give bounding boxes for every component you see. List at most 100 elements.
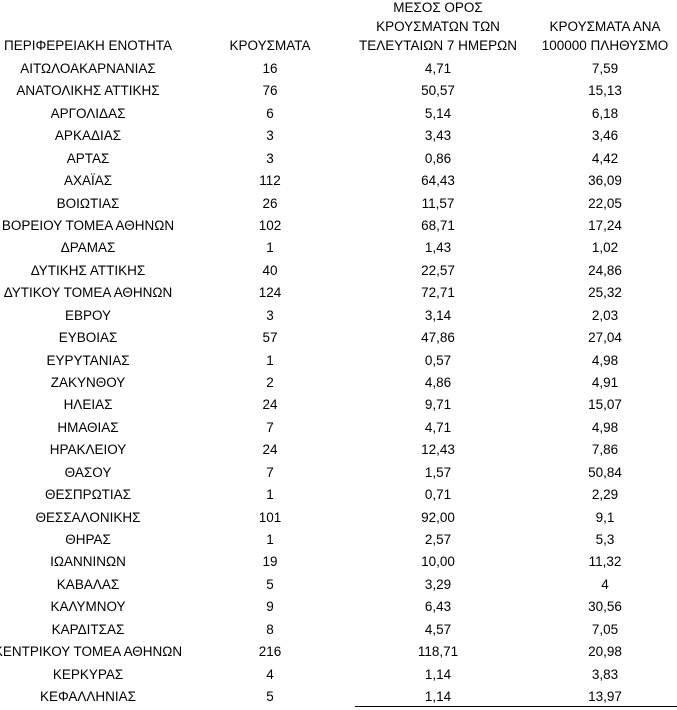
column-header: 100000 ΠΛΗΘΥΣΜΟ	[541, 38, 669, 53]
cases-per-100k: 25,32	[588, 285, 622, 301]
region-name: ΘΕΣΠΡΩΤΙΑΣ	[44, 487, 132, 503]
seven-day-average: 4,86	[424, 375, 452, 391]
cases: 1	[266, 487, 274, 503]
cases-per-100k: 5,3	[595, 532, 615, 548]
cases-per-100k: 13,97	[588, 689, 622, 705]
bottom-rule	[355, 706, 677, 707]
cases-per-100k: 17,24	[588, 218, 622, 233]
column-header: ΚΡΟΥΣΜΑΤΑ ΑΝΑ	[549, 19, 661, 34]
cases: 24	[262, 442, 278, 458]
seven-day-average: 1,43	[424, 240, 452, 256]
cases: 9	[266, 599, 274, 615]
region-name: ΚΑΒΑΛΑΣ	[56, 576, 120, 592]
cases-per-100k: 4	[601, 576, 609, 592]
cases: 124	[258, 285, 282, 301]
region-name: ΘΗΡΑΣ	[65, 532, 111, 548]
region-name: ΕΥΡΥΤΑΝΙΑΣ	[46, 352, 130, 368]
seven-day-average: 118,71	[417, 644, 459, 660]
cases-per-100k: 36,09	[588, 173, 622, 189]
seven-day-average: 0,71	[424, 487, 452, 503]
seven-day-average: 6,43	[424, 599, 452, 615]
cases-per-100k: 3,83	[591, 666, 619, 682]
seven-day-average: 4,71	[424, 419, 452, 435]
seven-day-average: 4,71	[424, 61, 452, 76]
cases-per-100k: 30,56	[588, 599, 622, 615]
cases: 7	[266, 419, 274, 435]
cases: 3	[266, 307, 274, 323]
cases: 5	[266, 576, 274, 592]
cases: 3	[266, 128, 274, 144]
cases-per-100k: 4,98	[591, 419, 619, 435]
cases: 4	[266, 666, 274, 682]
region-name: ΚΑΡΔΙΤΣΑΣ	[51, 621, 125, 637]
cases-per-100k: 2,29	[591, 487, 619, 503]
region-name: ΗΡΑΚΛΕΙΟΥ	[49, 442, 127, 458]
seven-day-average: 4,57	[424, 621, 452, 637]
cases: 6	[266, 105, 274, 121]
cases: 1	[266, 240, 274, 256]
cases-per-100k: 11,32	[588, 554, 622, 570]
cases-per-100k: 7,59	[591, 61, 619, 76]
cases: 19	[262, 554, 278, 570]
cases: 8	[266, 621, 274, 637]
cases: 7	[266, 464, 274, 480]
cases-per-100k: 9,1	[595, 509, 615, 525]
column-header: ΚΡΟΥΣΜΑΤΑ	[229, 38, 311, 53]
region-name: ΑΡΤΑΣ	[66, 150, 110, 166]
seven-day-average: 68,71	[421, 218, 455, 233]
region-name: ΒΟΡΕΙΟΥ ΤΟΜΕΑ ΑΘΗΝΩΝ	[1, 218, 175, 233]
cases-per-100k: 22,05	[588, 195, 622, 211]
region-name: ΙΩΑΝΝΙΝΩΝ	[50, 554, 126, 570]
cases: 1	[266, 352, 274, 368]
column-header: ΜΕΣΟΣ ΟΡΟΣ	[393, 0, 483, 15]
cases: 216	[258, 644, 282, 660]
seven-day-average: 92,00	[421, 509, 455, 525]
region-name: ΗΜΑΘΙΑΣ	[57, 419, 119, 435]
region-name: ΑΡΓΟΛΙΔΑΣ	[50, 105, 126, 121]
region-name: ΚΑΛΥΜΝΟΥ	[50, 599, 126, 615]
cases-per-100k: 20,98	[588, 644, 622, 660]
seven-day-average: 0,86	[424, 150, 452, 166]
seven-day-average: 50,57	[421, 83, 455, 99]
region-name: ΑΧΑΪΑΣ	[63, 173, 113, 189]
seven-day-average: 1,14	[424, 666, 452, 682]
seven-day-average: 3,29	[424, 576, 452, 592]
cases: 5	[266, 689, 274, 705]
seven-day-average: 3,14	[424, 307, 452, 323]
seven-day-average: 12,43	[421, 442, 455, 458]
seven-day-average: 0,57	[424, 352, 452, 368]
seven-day-average: 11,57	[421, 195, 455, 211]
cases-per-100k: 7,86	[591, 442, 619, 458]
cases: 40	[262, 262, 278, 278]
seven-day-average: 3,43	[424, 128, 452, 144]
seven-day-average: 64,43	[421, 173, 455, 189]
seven-day-average: 22,57	[421, 262, 455, 278]
cases-per-100k: 50,84	[588, 464, 622, 480]
cases-per-100k: 4,98	[591, 352, 619, 368]
cases: 26	[262, 195, 278, 211]
region-name: ΒΟΙΩΤΙΑΣ	[56, 195, 120, 211]
column-header: ΚΡΟΥΣΜΑΤΩΝ ΤΩΝ	[376, 19, 500, 34]
cases: 1	[266, 532, 274, 548]
region-name: ΑΡΚΑΔΙΑΣ	[54, 128, 122, 144]
seven-day-average: 10,00	[421, 554, 455, 570]
cases-per-100k: 27,04	[588, 330, 622, 346]
cases: 101	[258, 509, 282, 525]
cases-per-100k: 7,05	[591, 621, 619, 637]
seven-day-average: 2,57	[424, 532, 452, 548]
cases-per-100k: 24,86	[588, 262, 622, 278]
cases-per-100k: 2,03	[591, 307, 619, 323]
region-name: ΔΡΑΜΑΣ	[60, 240, 116, 256]
region-name: ΕΥΒΟΙΑΣ	[58, 330, 118, 346]
region-name: ΑΝΑΤΟΛΙΚΗΣ ΑΤΤΙΚΗΣ	[16, 83, 160, 99]
region-name: ΘΑΣΟΥ	[64, 464, 112, 480]
cases: 57	[262, 330, 278, 346]
cases-per-100k: 4,91	[591, 375, 619, 391]
cases-per-100k: 15,07	[588, 397, 622, 413]
column-header: ΤΕΛΕΥΤΑΙΩΝ 7 ΗΜΕΡΩΝ	[359, 38, 517, 53]
cases-per-100k: 15,13	[588, 83, 622, 99]
seven-day-average: 5,14	[424, 105, 452, 121]
seven-day-average: 9,71	[424, 397, 452, 413]
